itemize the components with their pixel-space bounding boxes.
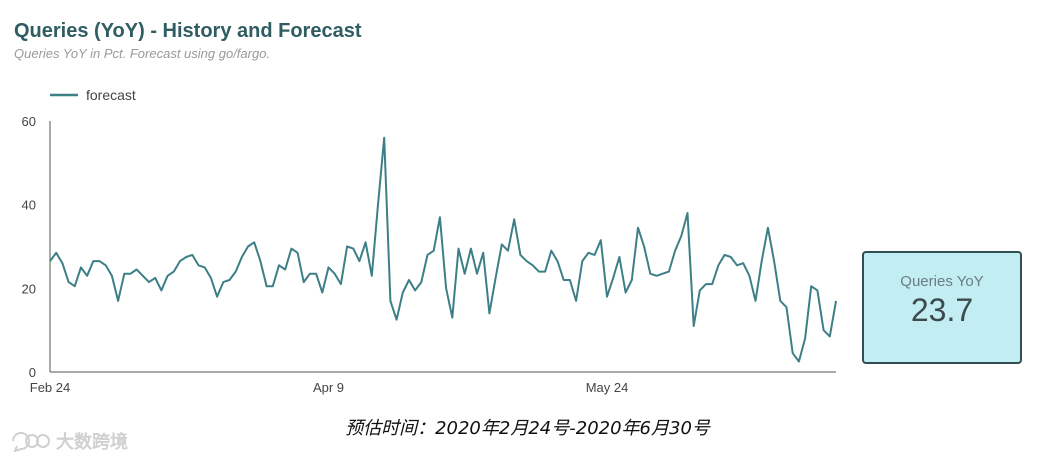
chart-title: Queries (YoY) - History and Forecast — [14, 20, 362, 42]
brand-logo-icon — [12, 432, 50, 452]
y-tick-label: 60 — [22, 114, 36, 129]
line-chart: 0 20 40 60 Feb 24 Apr 9 May 24 forecast — [22, 87, 837, 395]
kpi-label: Queries YoY — [900, 273, 984, 290]
watermark: 大数跨境 — [10, 428, 128, 454]
legend-label: forecast — [86, 87, 136, 103]
x-tick-label: May 24 — [586, 380, 629, 395]
y-tick-label: 0 — [29, 365, 36, 380]
kpi-scorecard: Queries YoY 23.7 — [862, 251, 1022, 364]
chart-subtitle: Queries YoY in Pct. Forecast using go/fa… — [14, 46, 271, 61]
y-tick-label: 40 — [22, 198, 36, 213]
x-tick-label: Apr 9 — [313, 380, 344, 395]
y-tick-label: 20 — [22, 281, 36, 296]
x-tick-label: Feb 24 — [30, 380, 70, 395]
kpi-value: 23.7 — [910, 292, 974, 328]
forecast-period-caption: 预估时间：2020年2月24号-2020年6月30号 — [345, 418, 710, 439]
series-line-forecast — [49, 136, 837, 363]
watermark-text: 大数跨境 — [56, 432, 128, 453]
